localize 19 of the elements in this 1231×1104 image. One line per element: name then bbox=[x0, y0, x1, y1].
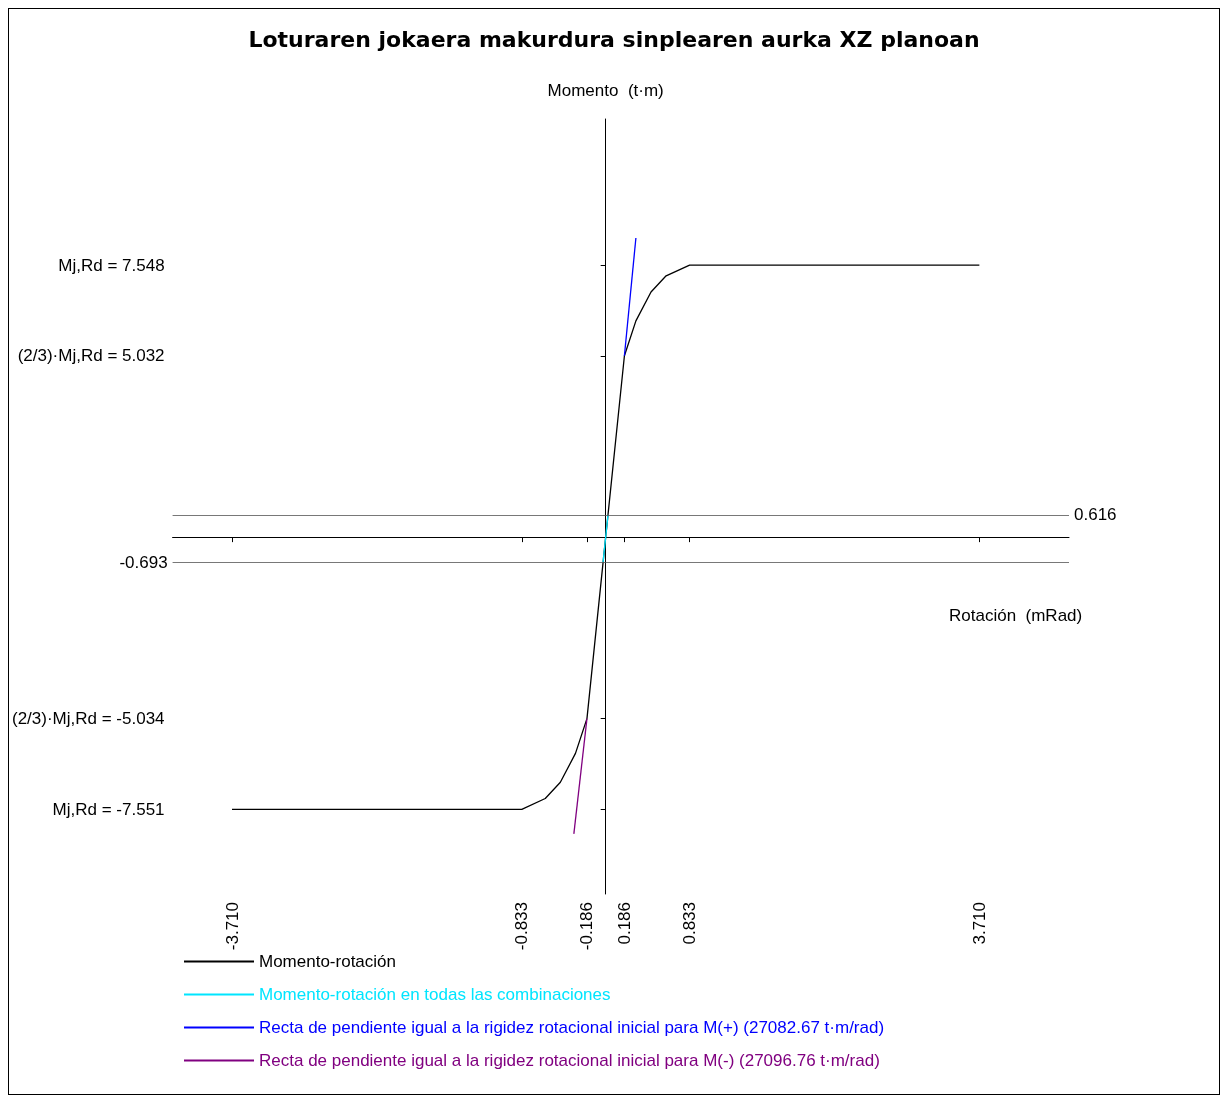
y-tick-label: (2/3)·Mj,Rd = 5.032 bbox=[17, 346, 165, 366]
x-tick-label: 0.186 bbox=[614, 902, 634, 945]
x-tick-label: -3.710 bbox=[222, 902, 242, 951]
y-tick-label: Mj,Rd = -7.551 bbox=[52, 799, 165, 819]
y-axis-title: Momento (t·m) bbox=[547, 81, 664, 100]
y-tick-label: (2/3)·Mj,Rd = -5.034 bbox=[11, 709, 165, 729]
x-tick-label: -0.833 bbox=[512, 902, 532, 951]
x-axis-title: Rotación (mRad) bbox=[949, 606, 1083, 626]
chart-title: Loturaren jokaera makurdura sinplearen aurka XZ planoan bbox=[248, 26, 980, 52]
ref-line-label: 0.616 bbox=[1074, 505, 1117, 525]
legend-label: Recta de pendiente igual a la rigidez rotacional inicial para M(-) (27096.76 t·m/rad) bbox=[259, 1051, 880, 1070]
legend-label: Momento-rotación bbox=[259, 952, 397, 971]
legend-label: Momento-rotación en todas las combinaciones bbox=[259, 985, 611, 1004]
x-tick-label: 3.710 bbox=[969, 902, 989, 945]
x-tick-label: 0.833 bbox=[680, 902, 700, 945]
legend-label: Recta de pendiente igual a la rigidez rotacional inicial para M(+) (27082.67 t·m/rad) bbox=[259, 1018, 885, 1037]
x-tick-label: -0.186 bbox=[577, 902, 597, 951]
ref-line-label: -0.693 bbox=[119, 552, 168, 572]
y-tick-label: Mj,Rd = 7.548 bbox=[58, 255, 165, 275]
